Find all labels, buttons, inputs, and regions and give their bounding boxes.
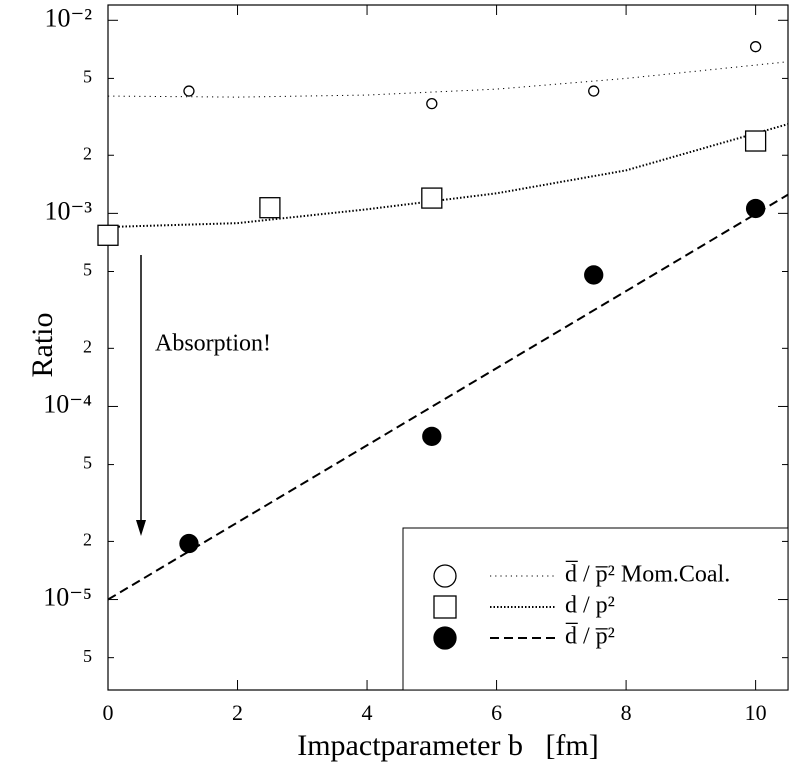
y-tick-label: 2 xyxy=(83,143,92,163)
data-point xyxy=(421,187,443,209)
data-point xyxy=(422,426,442,447)
data-point xyxy=(259,197,281,219)
x-tick-label: 0 xyxy=(103,700,114,725)
legend-label: d̅ / p̅² xyxy=(565,623,615,650)
y-tick-label: 2 xyxy=(83,336,92,356)
x-tick-label: 10 xyxy=(745,700,767,725)
data-point xyxy=(584,265,604,285)
legend-marker xyxy=(433,564,457,588)
data-point xyxy=(744,130,767,152)
data-point xyxy=(179,533,199,554)
y-tick-label: 2 xyxy=(83,530,92,550)
fit-line xyxy=(107,193,789,601)
x-tick-label: 4 xyxy=(362,700,373,725)
data-point xyxy=(97,224,119,246)
legend-label: d / p² xyxy=(565,593,615,619)
annotation: Absorption! xyxy=(155,331,271,357)
x-tick-label: 2 xyxy=(232,700,243,725)
legend-label: d̅ / p̅² Mom.Coal. xyxy=(565,561,730,588)
data-point xyxy=(749,41,762,53)
y-tick-label: 10⁻⁵ xyxy=(43,583,92,612)
data-point xyxy=(183,85,195,97)
y-tick-label: 10⁻⁴ xyxy=(43,389,92,418)
y-tick-label: 10⁻³ xyxy=(44,196,92,225)
x-tick-label: 8 xyxy=(621,700,632,725)
y-tick-label: 5 xyxy=(83,260,92,280)
fit-line xyxy=(107,123,789,228)
x-tick-label: 6 xyxy=(491,700,502,725)
fit-line xyxy=(107,61,789,98)
y-tick-label: 10⁻² xyxy=(44,3,92,32)
data-point xyxy=(426,98,438,110)
y-tick-label: 5 xyxy=(83,67,92,87)
y-tick-label: 5 xyxy=(83,453,92,473)
data-point xyxy=(588,85,600,97)
y-axis-label: Ratio xyxy=(26,313,59,378)
data-point xyxy=(745,198,766,219)
legend-marker xyxy=(433,626,457,650)
y-tick-label: 5 xyxy=(83,646,92,666)
arrow-head xyxy=(136,520,146,536)
x-axis-label: Impactparameter b [fm] xyxy=(297,729,599,762)
legend-marker xyxy=(433,595,457,619)
legend-box xyxy=(402,527,789,691)
